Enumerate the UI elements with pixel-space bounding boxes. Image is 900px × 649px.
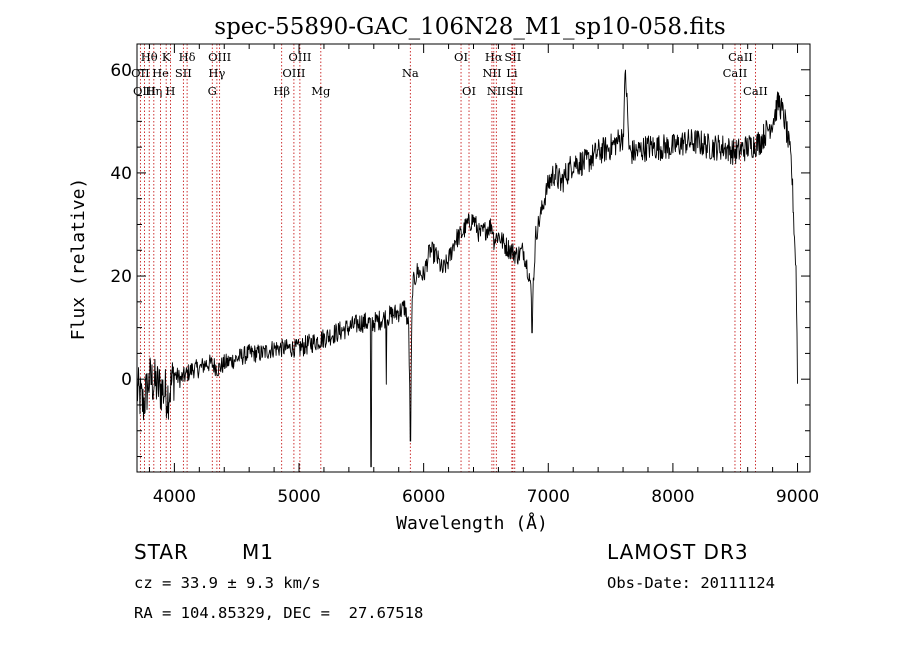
line-label-0: Hθ <box>141 50 158 64</box>
x-tick-label-4: 8000 <box>651 487 694 507</box>
spectrum-series-line <box>136 69 798 468</box>
line-label-17: OI <box>454 50 468 64</box>
axis-ticks: 4000 5000 6000 7000 8000 9000 0 20 40 60 <box>110 43 819 507</box>
observation-date: Obs-Date: 20111124 <box>607 574 775 592</box>
line-label-23: Li <box>506 66 518 80</box>
line-label-16: Na <box>402 66 419 80</box>
y-tick-label-1: 20 <box>110 267 132 287</box>
y-tick-label-2: 40 <box>110 164 132 184</box>
line-label-12: Hβ <box>273 84 290 98</box>
line-label-27: CaII <box>743 84 768 98</box>
line-label-4: He <box>152 66 169 80</box>
line-label-24: SII <box>506 84 523 98</box>
line-label-9: OIII <box>208 50 231 64</box>
redshift-velocity: cz = 33.9 ± 9.3 km/s <box>134 574 321 592</box>
line-label-14: OIII <box>282 66 305 80</box>
plot-frame <box>136 43 811 473</box>
line-label-10: Hγ <box>208 66 225 80</box>
line-label-26: CaII <box>723 66 748 80</box>
line-label-15: Mg <box>311 84 331 98</box>
line-label-21: NII <box>487 84 506 98</box>
y-tick-label-0: 0 <box>121 370 132 390</box>
line-label-6: H <box>165 84 175 98</box>
line-label-18: OI <box>462 84 476 98</box>
x-tick-label-0: 4000 <box>153 487 196 507</box>
y-tick-label-3: 60 <box>110 61 132 81</box>
line-label-5: K <box>162 50 171 64</box>
line-label-3: Hη <box>145 84 162 98</box>
line-label-11: G <box>208 84 217 98</box>
object-subclass: M1 <box>242 540 274 564</box>
line-label-25: CaII <box>728 50 753 64</box>
line-label-7: SII <box>175 66 192 80</box>
x-axis-label: Wavelength (Å) <box>396 512 548 534</box>
y-axis-label: Flux (relative) <box>68 178 89 341</box>
line-label-20: NII <box>482 66 501 80</box>
object-class: STAR <box>134 540 189 564</box>
line-label-13: OIII <box>288 50 311 64</box>
line-label-8: Hδ <box>179 50 196 64</box>
line-label-2: OIII <box>133 84 156 98</box>
coordinates: RA = 104.85329, DEC = 27.67518 <box>134 604 424 622</box>
x-tick-label-1: 5000 <box>277 487 320 507</box>
x-tick-label-3: 7000 <box>527 487 570 507</box>
survey-name: LAMOST DR3 <box>607 540 749 564</box>
x-tick-label-5: 9000 <box>776 487 819 507</box>
chart-title: spec-55890-GAC_106N28_M1_sp10-058.fits <box>214 14 725 40</box>
x-tick-label-2: 6000 <box>402 487 445 507</box>
line-label-22: SII <box>504 50 521 64</box>
line-label-1: OII <box>131 66 150 80</box>
line-label-19: Hα <box>485 50 503 64</box>
